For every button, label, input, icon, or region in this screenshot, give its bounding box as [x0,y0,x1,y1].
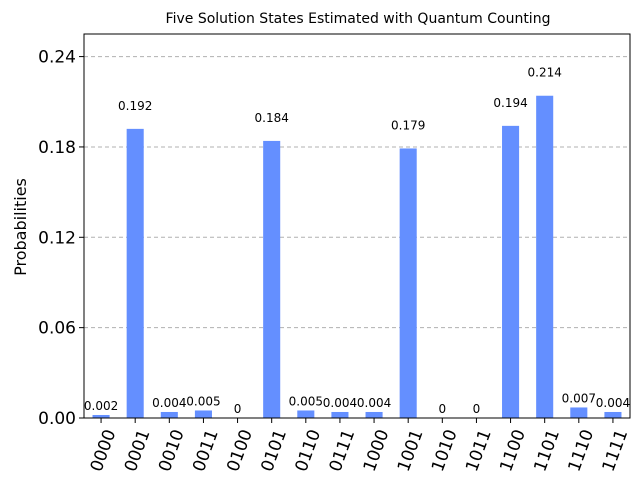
data-label-1010: 0 [438,402,446,416]
y-tick-label: 0.18 [38,138,76,158]
x-tick-label-1011: 1011 [462,427,496,474]
bars [92,95,622,418]
data-label-0000: 0.002 [84,399,118,413]
data-label-0010: 0.004 [152,396,186,410]
data-label-1011: 0 [473,402,481,416]
y-tick-label: 0.00 [38,409,76,429]
bar-1100 [502,125,520,418]
bar-0110 [297,410,315,418]
data-label-1111: 0.004 [596,396,630,410]
x-tick-label-0100: 0100 [223,427,257,474]
data-label-1001: 0.179 [391,118,425,132]
y-axis-label: Probabilities [11,178,30,276]
x-tick-label-0110: 0110 [292,427,326,474]
bar-1111 [604,411,622,418]
data-label-1110: 0.007 [562,391,596,405]
x-tick-label-1111: 1111 [599,427,633,474]
x-tick-label-1101: 1101 [530,427,564,474]
x-tick-label-1010: 1010 [428,427,462,474]
x-tick-label-0000: 0000 [87,427,121,474]
data-label-1101: 0.214 [528,66,562,80]
x-axis-ticks: 0000 0001 0010 0011 0100 0101 0110 0111 1000 1001… [87,418,632,474]
bar-0101 [263,140,281,418]
bar-0111 [331,411,349,418]
x-tick-label-1110: 1110 [565,427,599,474]
y-axis-ticks: 0.00 0.06 0.12 0.18 0.24 [38,48,84,429]
x-tick-label-0011: 0011 [189,427,223,474]
x-tick-label-0010: 0010 [155,427,189,474]
data-label-0001: 0.192 [118,99,152,113]
plot-frame [83,33,631,419]
x-tick-label-0001: 0001 [121,427,155,474]
y-tick-label: 0.24 [38,48,76,68]
bar-1000 [365,411,383,418]
bar-0000 [92,414,110,418]
x-tick-label-1000: 1000 [360,427,394,474]
bar-1110 [570,407,588,418]
bar-0011 [194,410,212,418]
x-tick-label-0111: 0111 [326,427,360,474]
x-tick-label-1100: 1100 [496,427,530,474]
data-label-0100: 0 [234,402,242,416]
bar-1001 [399,148,417,418]
data-label-0111: 0.004 [323,396,357,410]
y-tick-label: 0.06 [38,319,76,339]
bar-1101 [536,95,554,418]
bar-0010 [160,411,178,418]
chart-title: Five Solution States Estimated with Quan… [166,11,551,27]
data-label-0101: 0.184 [255,111,289,125]
x-tick-label-1001: 1001 [394,427,428,474]
y-tick-label: 0.12 [38,228,76,248]
data-label-0110: 0.005 [289,394,323,408]
data-label-0011: 0.005 [186,394,220,408]
bar-0001 [126,128,144,418]
data-label-1100: 0.194 [493,96,527,110]
data-label-1000: 0.004 [357,396,391,410]
x-tick-label-0101: 0101 [257,427,291,474]
